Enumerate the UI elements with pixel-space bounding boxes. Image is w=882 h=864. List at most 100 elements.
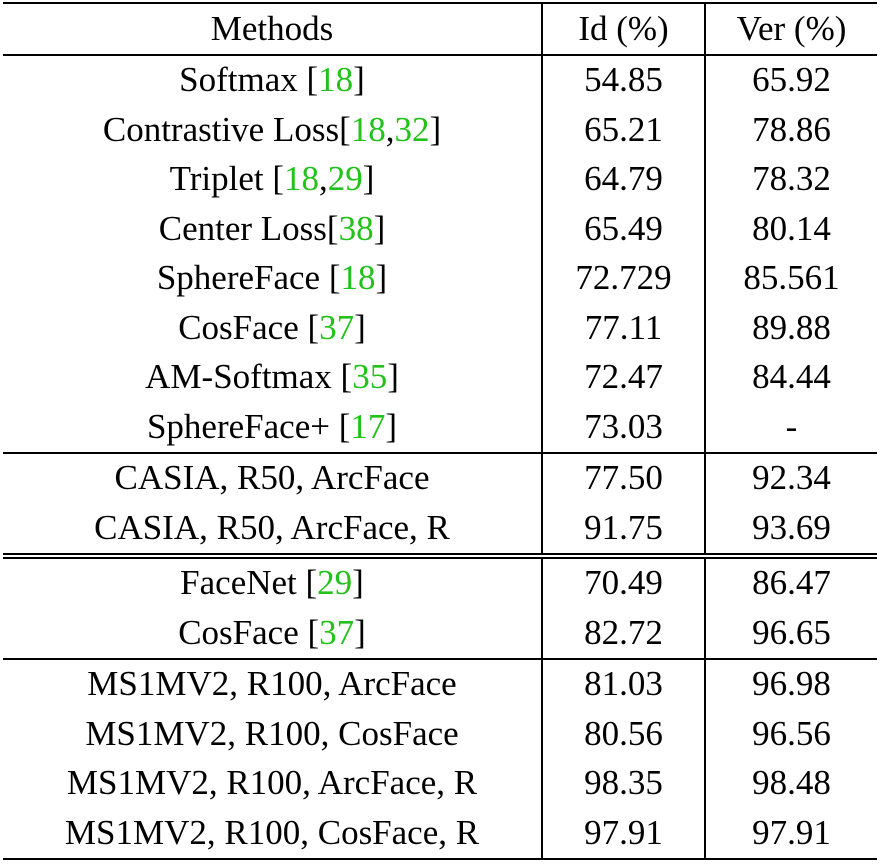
method-cell: CosFace [37]	[3, 303, 543, 353]
ver-value: 80.14	[752, 208, 831, 248]
method-name: Triplet [	[169, 159, 284, 199]
citation-link[interactable]: 32	[394, 109, 430, 149]
id-value: 72.729	[543, 253, 706, 303]
method-cell: CASIA, R50, ArcFace, R	[3, 503, 543, 553]
citation-bracket: ]	[354, 307, 366, 347]
method-cell: Center Loss[38]	[3, 204, 543, 254]
id-value: 81.03	[543, 659, 706, 709]
id-value: 65.21	[543, 105, 706, 155]
header-ver: Ver (%)	[736, 8, 847, 48]
table-row: MS1MV2, R100, CosFace, R 97.91 97.91	[3, 808, 877, 858]
table-row: FaceNet [29] 70.49 86.47	[3, 552, 877, 608]
citation-bracket: ]	[352, 563, 364, 603]
method-cell: FaceNet [29]	[3, 558, 543, 608]
citation-separator: ,	[385, 109, 395, 149]
method-cell: MS1MV2, R100, ArcFace	[3, 659, 543, 709]
citation-link[interactable]: 18	[340, 258, 376, 298]
method-name: MS1MV2, R100, CosFace	[85, 713, 459, 753]
table-row: CASIA, R50, ArcFace 77.50 92.34	[3, 451, 877, 503]
id-value: 97.91	[543, 808, 706, 858]
results-table: Methods Id (%) Ver (%) Softmax [18] 54.85…	[3, 2, 877, 860]
id-value: 70.49	[543, 558, 706, 608]
ver-value: 84.44	[752, 357, 831, 397]
citation-bracket: ]	[429, 109, 442, 149]
method-name: FaceNet [	[180, 563, 318, 603]
id-value: 77.50	[543, 453, 706, 503]
method-cell: CosFace [37]	[3, 608, 543, 658]
id-value: 65.49	[543, 204, 706, 254]
ver-value: 85.561	[743, 258, 840, 298]
citation-link[interactable]: 18	[318, 60, 354, 100]
id-value: 98.35	[543, 758, 706, 808]
method-name: Softmax [	[179, 60, 319, 100]
header-id: Id (%)	[543, 4, 706, 54]
table-row: Center Loss[38] 65.49 80.14	[3, 204, 877, 254]
ver-value: 78.86	[752, 109, 831, 149]
table-body: Softmax [18] 54.85 65.92 Contrastive Loss[1…	[3, 53, 877, 858]
citation-bracket: ]	[362, 159, 375, 199]
method-name: SphereFace+ [	[146, 406, 351, 446]
method-cell: Triplet [18, 29]	[3, 154, 543, 204]
id-value: 72.47	[543, 352, 706, 402]
ver-value: 92.34	[752, 458, 831, 498]
ver-value: 78.32	[752, 159, 831, 199]
method-cell: AM-Softmax [35]	[3, 352, 543, 402]
header-methods: Methods	[3, 4, 543, 54]
method-name: CASIA, R50, ArcFace, R	[94, 507, 450, 547]
method-cell: Contrastive Loss[18, 32]	[3, 105, 543, 155]
citation-link[interactable]: 29	[317, 563, 353, 603]
citation-link[interactable]: 17	[350, 406, 386, 446]
table-row: MS1MV2, R100, ArcFace 81.03 96.98	[3, 657, 877, 709]
id-value: 64.79	[543, 154, 706, 204]
table-row: AM-Softmax [35] 72.47 84.44	[3, 352, 877, 402]
table-row: SphereFace [18] 72.729 85.561	[3, 253, 877, 303]
table-row: CosFace [37] 77.11 89.88	[3, 303, 877, 353]
table-header-row: Methods Id (%) Ver (%)	[3, 4, 877, 54]
method-name: Center Loss[	[158, 208, 339, 248]
table-row: CASIA, R50, ArcFace, R 91.75 93.69	[3, 503, 877, 553]
table-row: CosFace [37] 82.72 96.65	[3, 608, 877, 658]
id-value: 80.56	[543, 709, 706, 759]
citation-bracket: ]	[354, 612, 366, 652]
citation-link[interactable]: 37	[319, 612, 355, 652]
citation-link[interactable]: 18	[284, 159, 319, 199]
method-name: MS1MV2, R100, ArcFace	[87, 664, 457, 704]
id-value: 73.03	[543, 402, 706, 452]
table-row: Softmax [18] 54.85 65.92	[3, 53, 877, 105]
method-name: MS1MV2, R100, CosFace, R	[64, 812, 480, 852]
method-name: MS1MV2, R100, ArcFace, R	[66, 763, 478, 803]
method-cell: Softmax [18]	[3, 55, 543, 105]
method-name: CosFace [	[178, 307, 320, 347]
method-cell: MS1MV2, R100, ArcFace, R	[3, 758, 543, 808]
ver-value: 97.91	[752, 812, 831, 852]
ver-value: 98.48	[752, 763, 831, 803]
ver-value: 89.88	[752, 307, 831, 347]
citation-link[interactable]: 29	[327, 159, 363, 199]
ver-value: 86.47	[752, 563, 831, 603]
citation-bracket: ]	[385, 406, 398, 446]
citation-link[interactable]: 37	[319, 307, 355, 347]
ver-value: 93.69	[752, 507, 831, 547]
ver-value: 65.92	[752, 60, 831, 100]
method-cell: SphereFace [18]	[3, 253, 543, 303]
id-value: 91.75	[543, 503, 706, 553]
citation-link[interactable]: 18	[350, 109, 386, 149]
table-row: Contrastive Loss[18, 32] 65.21 78.86	[3, 105, 877, 155]
method-name: SphereFace [	[156, 258, 341, 298]
id-value: 82.72	[543, 608, 706, 658]
method-name: Contrastive Loss[	[102, 109, 351, 149]
id-value: 54.85	[543, 55, 706, 105]
method-cell: SphereFace+ [17]	[3, 402, 543, 452]
citation-bracket: ]	[353, 60, 365, 100]
ver-value: 96.56	[752, 713, 831, 753]
method-cell: CASIA, R50, ArcFace	[3, 453, 543, 503]
citation-bracket: ]	[387, 357, 399, 397]
table-row: SphereFace+ [17] 73.03-	[3, 402, 877, 452]
citation-link[interactable]: 38	[338, 208, 374, 248]
method-cell: MS1MV2, R100, CosFace, R	[3, 808, 543, 858]
method-name: CASIA, R50, ArcFace	[114, 458, 430, 498]
method-name: AM-Softmax [	[145, 357, 353, 397]
method-cell: MS1MV2, R100, CosFace	[3, 709, 543, 759]
citation-link[interactable]: 35	[352, 357, 388, 397]
ver-value: 96.65	[752, 612, 831, 652]
